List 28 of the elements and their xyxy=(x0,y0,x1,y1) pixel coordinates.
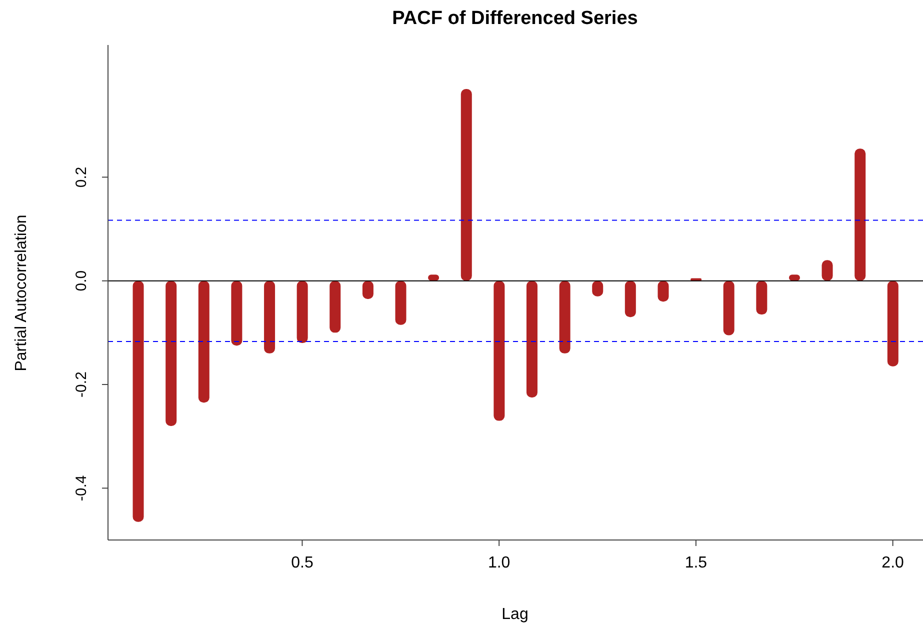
y-tick-label: 0.2 xyxy=(73,166,90,188)
x-tick-label: 1.0 xyxy=(488,554,510,572)
x-axis-title: Lag xyxy=(500,606,530,624)
bar xyxy=(559,280,570,354)
bar xyxy=(756,280,768,315)
y-axis-title: Partial Autocorrelation xyxy=(13,214,31,372)
bar xyxy=(854,148,866,281)
x-tick-label: 2.0 xyxy=(882,554,904,572)
bar xyxy=(624,280,636,318)
bar xyxy=(198,280,210,403)
bar xyxy=(231,280,242,346)
bar xyxy=(460,89,472,281)
x-tick-label: 1.5 xyxy=(684,554,708,572)
x-tick-label: 0.5 xyxy=(291,554,314,572)
bar xyxy=(526,280,538,398)
bar xyxy=(296,280,308,344)
y-tick-label: -0.2 xyxy=(73,372,90,398)
chart-title: PACF of Differenced Series xyxy=(391,8,639,30)
bar xyxy=(264,280,276,354)
bar xyxy=(166,280,177,426)
bar xyxy=(887,280,898,366)
bar xyxy=(494,280,505,421)
bar xyxy=(395,280,406,325)
bar xyxy=(330,280,341,333)
bar xyxy=(132,280,144,522)
y-tick-label: -0.4 xyxy=(73,475,90,502)
y-tick-label: 0.0 xyxy=(73,270,90,292)
bar xyxy=(723,280,734,336)
